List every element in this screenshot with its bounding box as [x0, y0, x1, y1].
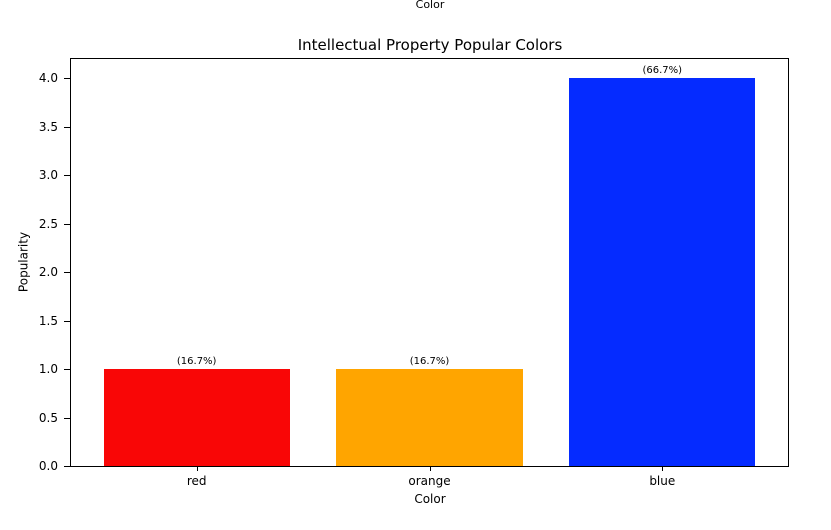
x-tick-label-orange: orange — [408, 474, 451, 488]
y-tick-label: 0.5 — [38, 411, 58, 425]
y-tick-label: 1.0 — [38, 362, 58, 376]
y-tick-mark — [64, 224, 70, 225]
x-tick-mark — [196, 466, 198, 471]
y-tick-label: 2.0 — [38, 265, 58, 279]
chart-title: Intellectual Property Popular Colors — [297, 36, 563, 54]
y-tick-mark — [64, 175, 70, 176]
bar-red — [103, 369, 290, 466]
x-axis-label: Color — [414, 492, 446, 506]
y-tick-label: 4.0 — [38, 71, 58, 85]
plot-area: (16.7%) (16.7%) (66.7%) 0.0 0.5 1.0 1.5 2.0 2.5 3… — [39, 58, 789, 488]
bar-value-label-red: (16.7%) — [176, 356, 217, 367]
y-tick-mark — [64, 466, 70, 467]
x-tick-mark — [429, 466, 431, 471]
bar-value-label-blue: (66.7%) — [642, 65, 683, 76]
y-tick-label: 0.0 — [38, 459, 58, 473]
y-tick-label: 2.5 — [38, 217, 58, 231]
y-tick-label: 3.0 — [38, 168, 58, 182]
y-axis-label: Popularity — [16, 231, 31, 293]
y-tick-label: 3.5 — [38, 120, 58, 134]
x-tick-mark — [662, 466, 664, 471]
bar-value-label-orange: (16.7%) — [409, 356, 450, 367]
y-tick-mark — [64, 321, 70, 322]
y-tick-label: 1.5 — [38, 314, 58, 328]
x-tick-label-blue: blue — [649, 474, 676, 488]
y-tick-mark — [64, 272, 70, 273]
x-tick-label-red: red — [186, 474, 207, 488]
y-tick-mark — [64, 127, 70, 128]
y-tick-mark — [64, 369, 70, 370]
y-tick-mark — [64, 78, 70, 79]
y-tick-mark — [64, 418, 70, 419]
figure-top-text: Color — [415, 0, 445, 11]
bar-blue — [569, 78, 756, 466]
bar-orange — [336, 369, 523, 466]
